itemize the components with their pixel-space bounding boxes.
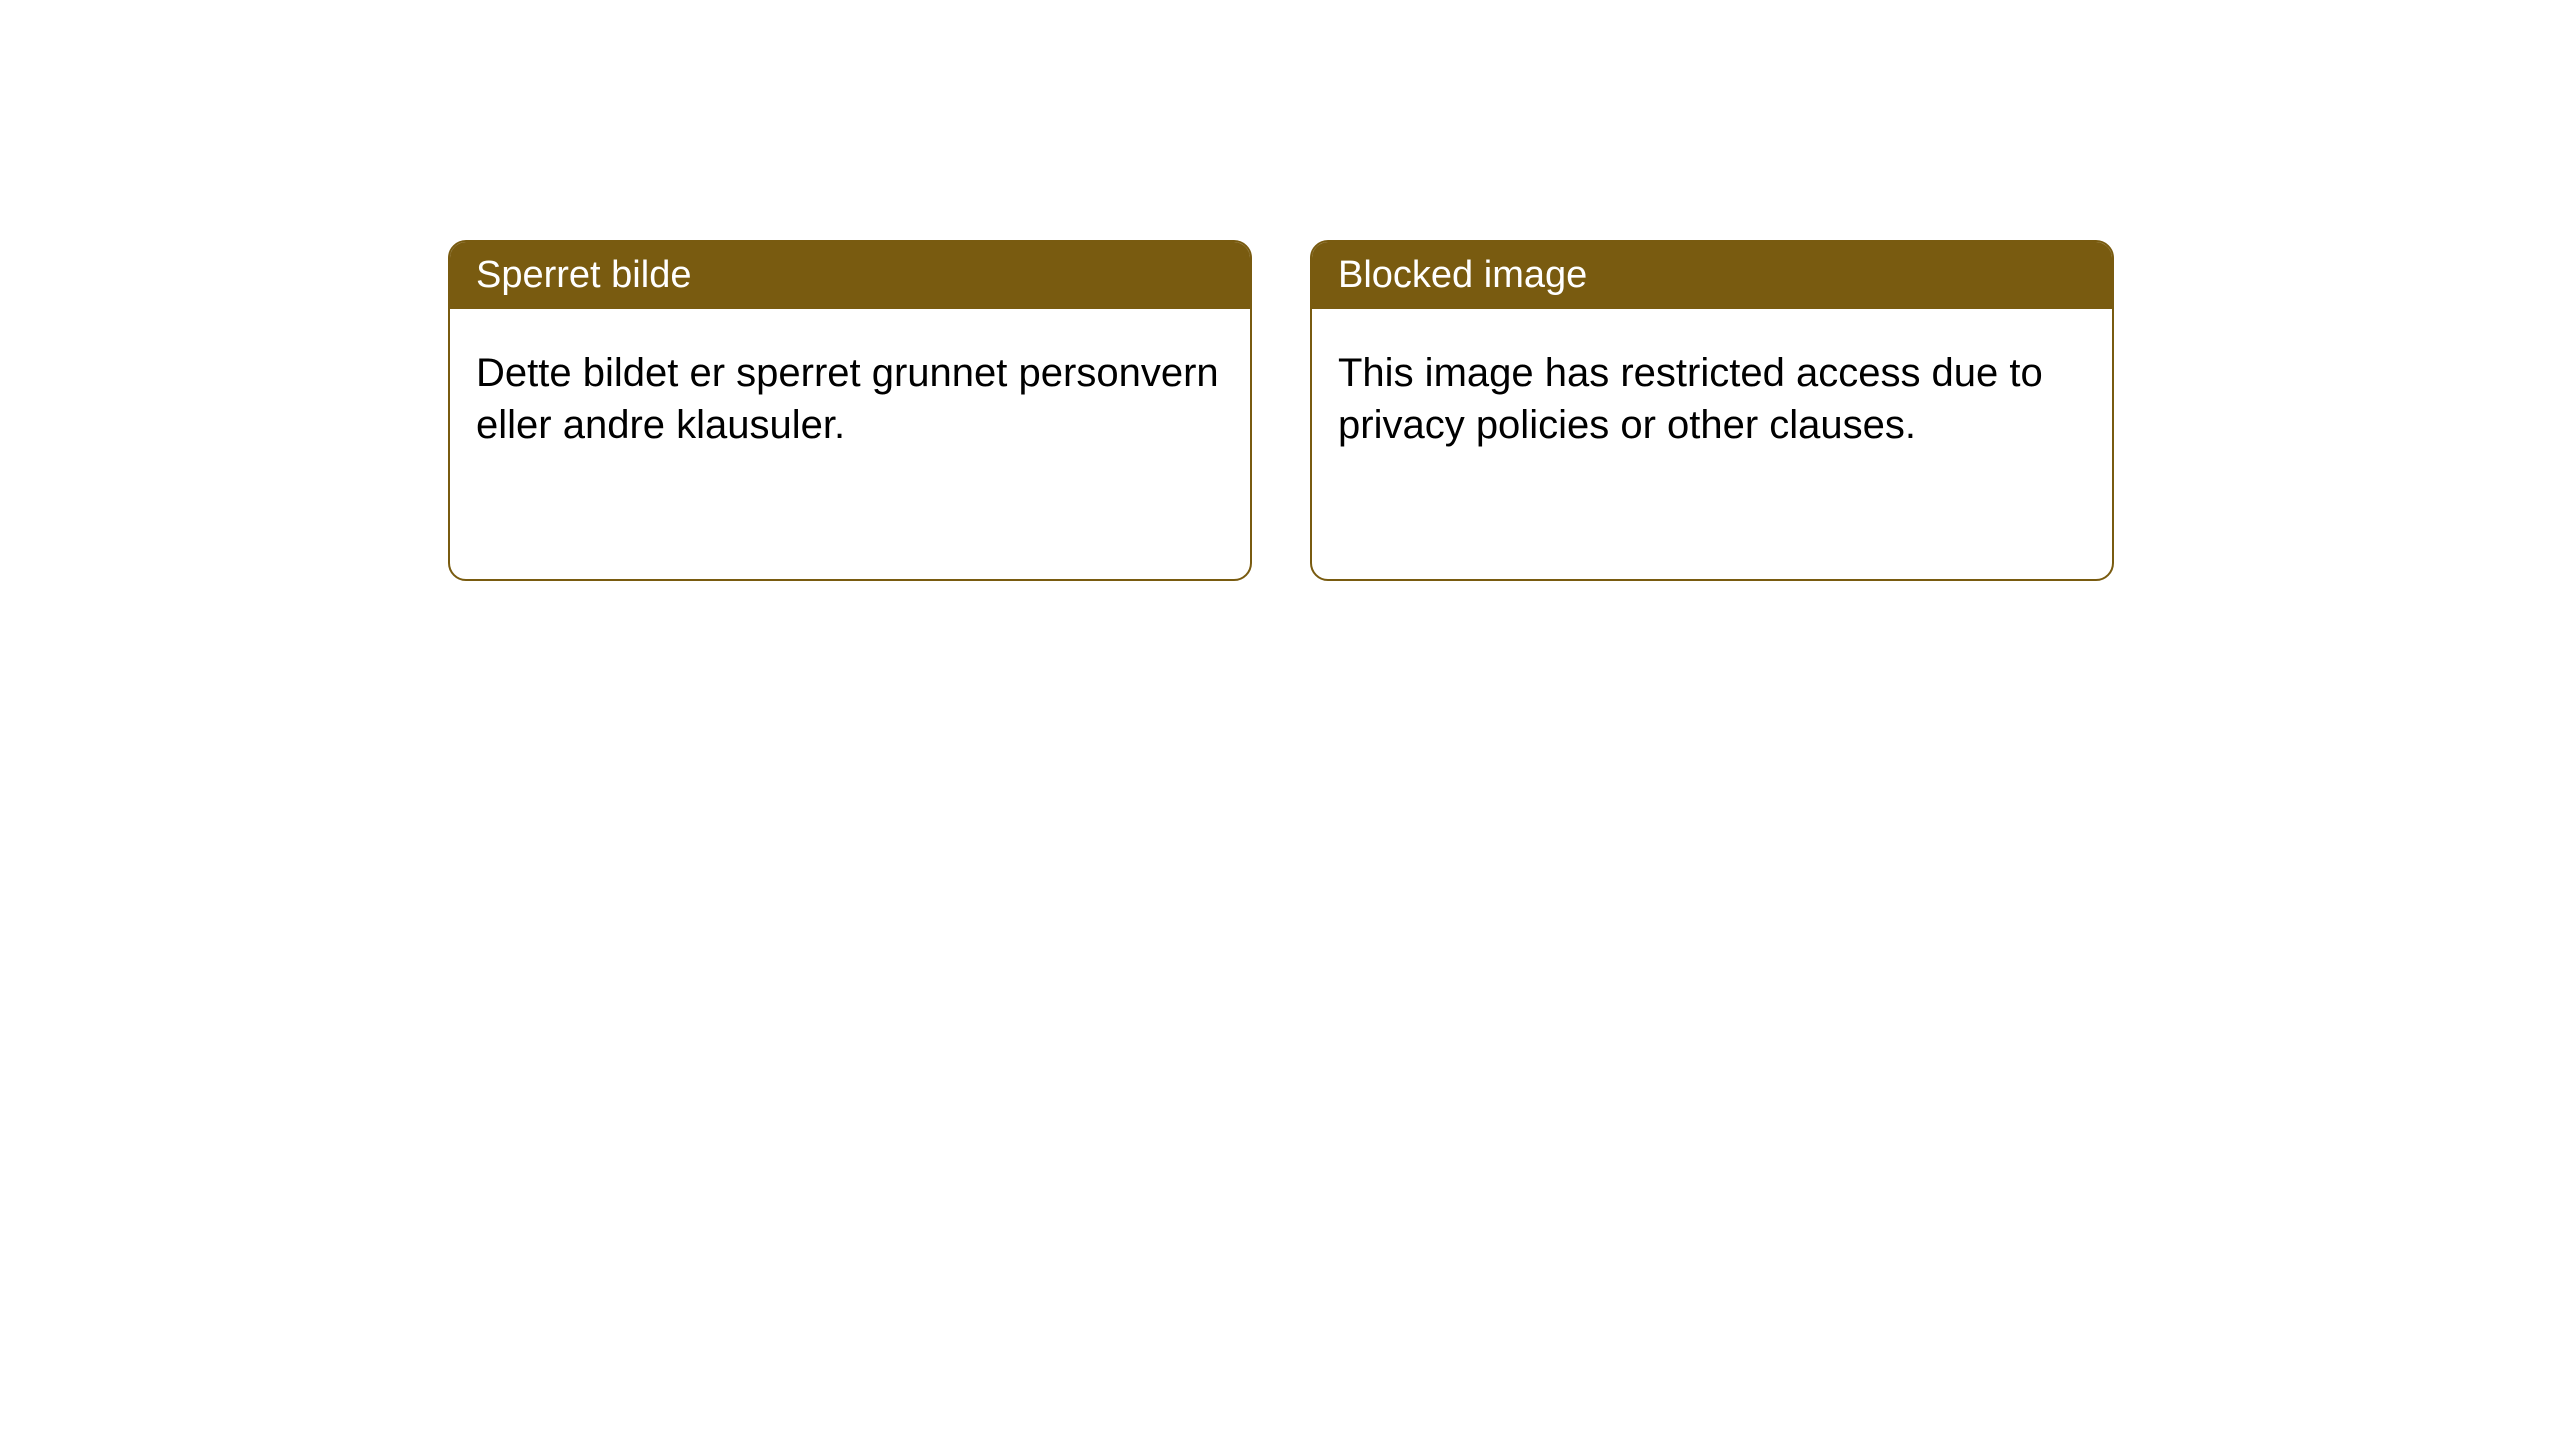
notice-header: Sperret bilde	[450, 242, 1250, 309]
notice-message: This image has restricted access due to …	[1338, 351, 2043, 447]
notice-body: Dette bildet er sperret grunnet personve…	[450, 309, 1250, 579]
notice-container: Sperret bilde Dette bildet er sperret gr…	[0, 0, 2560, 581]
notice-message: Dette bildet er sperret grunnet personve…	[476, 351, 1219, 447]
notice-card-norwegian: Sperret bilde Dette bildet er sperret gr…	[448, 240, 1252, 581]
notice-body: This image has restricted access due to …	[1312, 309, 2112, 579]
notice-header: Blocked image	[1312, 242, 2112, 309]
notice-title: Sperret bilde	[476, 254, 691, 296]
notice-card-english: Blocked image This image has restricted …	[1310, 240, 2114, 581]
notice-title: Blocked image	[1338, 254, 1587, 296]
